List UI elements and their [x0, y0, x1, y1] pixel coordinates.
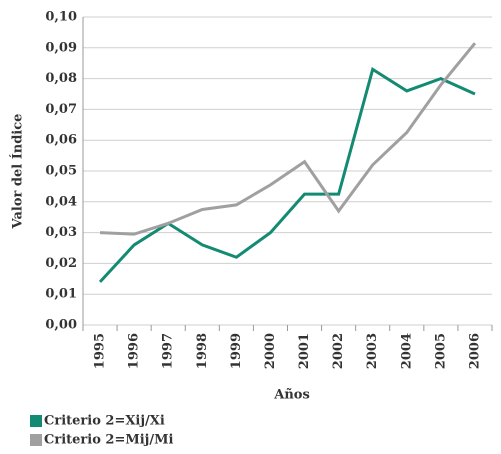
y-tick-label: 0,10	[45, 10, 77, 25]
y-tick-label: 0,05	[45, 164, 77, 179]
x-tick-label: 2001	[297, 333, 312, 369]
y-tick-label: 0,04	[45, 194, 77, 209]
series-line	[98, 67, 476, 283]
x-tick-label: 1998	[195, 333, 210, 369]
x-tick-label: 2000	[263, 333, 278, 369]
x-tick-label: 2004	[399, 333, 414, 369]
x-tick-label: 2006	[467, 333, 482, 369]
legend-label: Criterio 2=Xij/Xi	[44, 414, 165, 429]
x-tick-label: 1997	[161, 333, 176, 369]
x-tick-label: 2002	[331, 333, 346, 369]
y-tick-label: 0,00	[45, 318, 77, 333]
x-axis-label: Años	[273, 388, 310, 403]
y-tick-label: 0,03	[45, 225, 77, 240]
x-tick-label: 1999	[229, 333, 244, 369]
y-tick-label: 0,07	[45, 102, 77, 117]
x-tick-label: 1996	[127, 333, 142, 369]
y-tick-label: 0,02	[45, 256, 77, 271]
y-axis-label: Valor del Índice	[10, 114, 26, 230]
x-tick-label: 1995	[93, 333, 108, 369]
y-tick-label: 0,01	[45, 287, 77, 302]
y-tick-label: 0,09	[45, 40, 77, 55]
legend-label: Criterio 2=Mij/Mi	[44, 433, 174, 448]
x-tick-label: 2003	[365, 333, 380, 369]
x-tick-label: 2005	[433, 333, 448, 369]
y-tick-label: 0,06	[45, 133, 77, 148]
y-tick-label: 0,08	[45, 71, 77, 86]
legend-swatch	[30, 415, 42, 427]
legend-swatch	[30, 434, 42, 446]
series-line	[99, 42, 477, 236]
